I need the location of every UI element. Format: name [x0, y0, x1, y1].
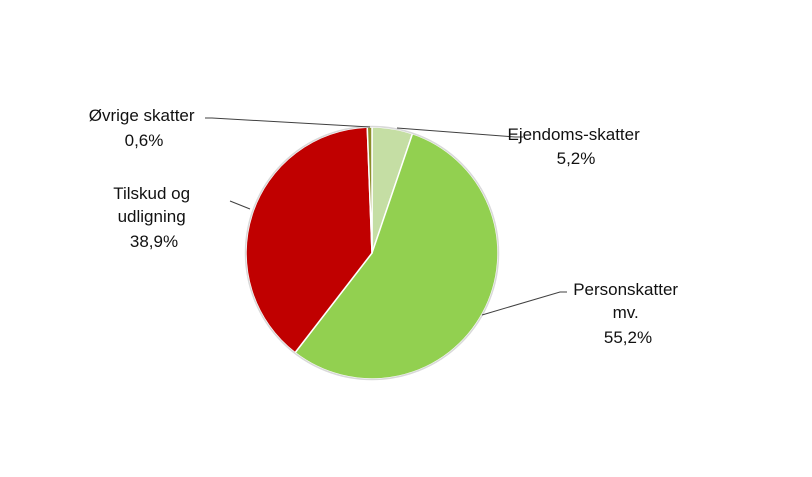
leader-line-ovrige [205, 117, 371, 128]
leader-line-tilskud [229, 200, 251, 210]
slice-label-ejendoms: Ejendoms-skatter 5,2% [507, 125, 644, 168]
pie-outline [244, 125, 500, 381]
slice-label-tilskud: Tilskud og udligning 38,9% [113, 184, 195, 251]
pie-slices [244, 125, 500, 381]
slice-label-ovrige: Øvrige skatter 0,6% [89, 106, 200, 150]
slice-labels: Ejendoms-skatter 5,2% Personskatter mv. … [89, 106, 683, 347]
leader-line-personskatter [481, 291, 567, 316]
leader-line-ejendoms [396, 127, 523, 138]
slice-label-personskatter: Personskatter mv. 55,2% [573, 280, 683, 347]
leader-lines [205, 117, 567, 316]
